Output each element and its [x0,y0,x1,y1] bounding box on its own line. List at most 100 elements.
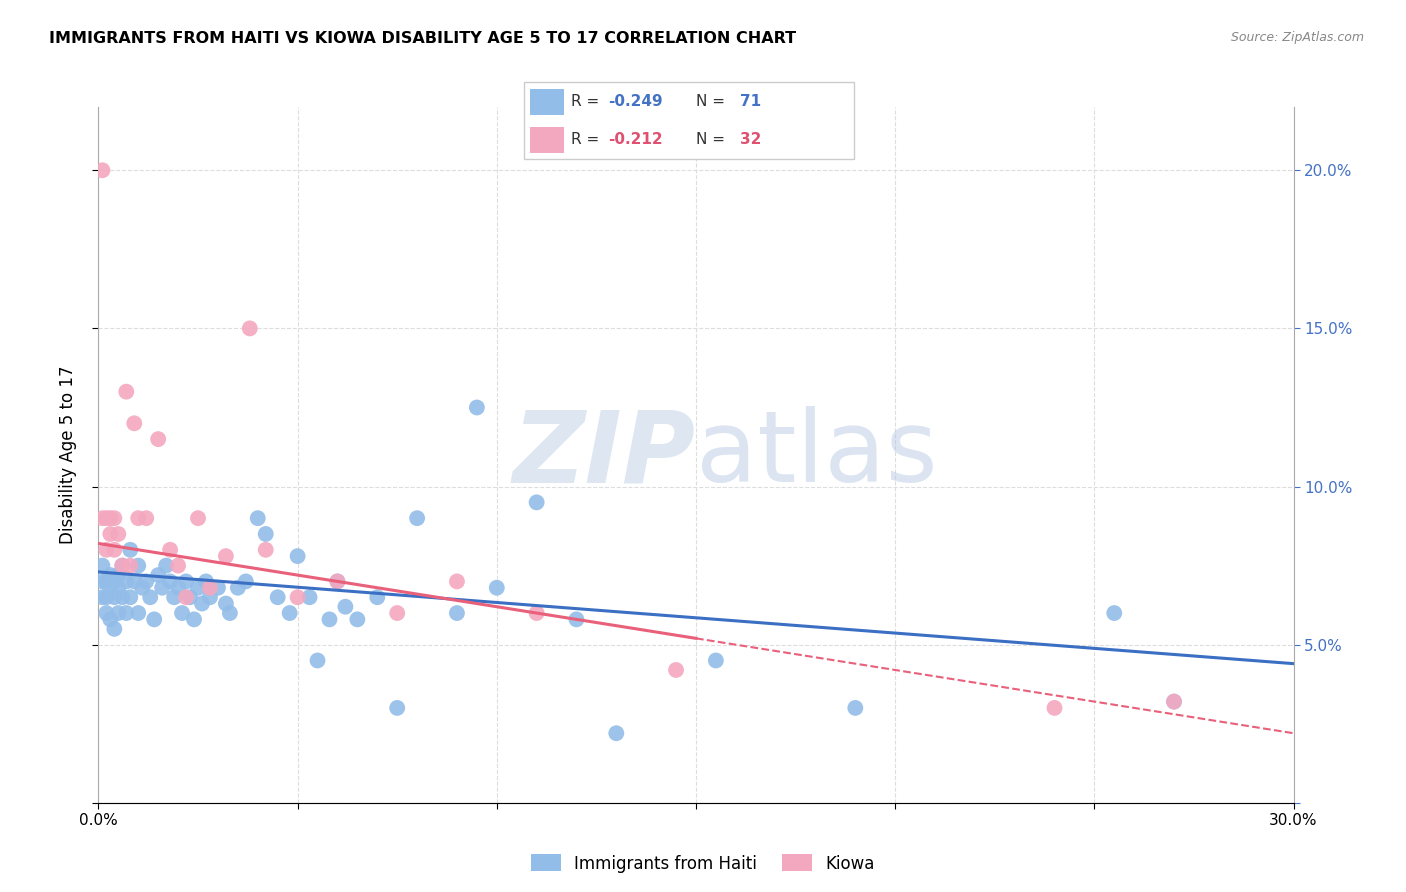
Point [172,606,194,620]
Text: -0.249: -0.249 [607,95,662,110]
Point [150,581,173,595]
Point [446,574,468,589]
Point [91,591,114,605]
Point [124,574,146,589]
Point [605,726,627,740]
Point [120,591,142,605]
Point [665,663,688,677]
Point [135,511,157,525]
Point [163,591,186,605]
Point [96,542,118,557]
Point [103,591,125,605]
Point [111,558,134,573]
Point [226,581,249,595]
Point [98,612,122,626]
Point [187,581,209,595]
Point [120,558,142,573]
Point [91,558,114,573]
Point [307,653,329,667]
Point [127,606,149,620]
Point [385,701,409,715]
FancyBboxPatch shape [523,82,855,159]
Point [198,591,221,605]
Point [1163,695,1185,709]
Point [91,511,114,525]
Point [254,542,277,557]
Point [91,574,114,589]
Point [135,574,157,589]
Point [195,574,218,589]
Point [179,591,201,605]
Point [107,527,129,541]
Point [844,701,866,715]
Point [239,321,262,335]
Text: R =: R = [571,132,605,147]
Bar [530,127,564,153]
Point [298,591,321,605]
Text: atlas: atlas [696,407,938,503]
Point [278,606,301,620]
Point [219,606,242,620]
Point [143,612,166,626]
Point [127,558,149,573]
Point [98,568,122,582]
Point [98,511,122,525]
Point [187,511,209,525]
Point [98,527,122,541]
Point [111,591,134,605]
Point [326,574,349,589]
Point [254,527,277,541]
Point [174,574,197,589]
Point [103,574,125,589]
Point [318,612,340,626]
Point [167,558,190,573]
Point [155,558,177,573]
Point [107,581,129,595]
Point [346,612,368,626]
Point [148,568,170,582]
Point [111,558,134,573]
Point [704,653,727,667]
Point [198,581,221,595]
Point [246,511,269,525]
Point [148,432,170,446]
Point [96,511,118,525]
Point [96,574,118,589]
Point [131,581,153,595]
Point [96,591,118,605]
Text: Source: ZipAtlas.com: Source: ZipAtlas.com [1230,31,1364,45]
Point [139,591,162,605]
Point [1163,695,1185,709]
Point [485,581,508,595]
Point [1043,701,1066,715]
Point [127,511,149,525]
Point [1104,606,1126,620]
Point [267,591,290,605]
Point [115,606,138,620]
Text: R =: R = [571,95,605,110]
Text: ZIP: ZIP [513,407,696,503]
Point [406,511,429,525]
Point [174,591,197,605]
Point [167,581,190,595]
Point [191,597,214,611]
Point [96,606,118,620]
Legend: Immigrants from Haiti, Kiowa: Immigrants from Haiti, Kiowa [524,847,882,880]
Point [235,574,257,589]
Point [526,495,548,509]
Point [91,163,114,178]
Text: N =: N = [696,95,730,110]
Point [215,549,238,563]
Point [287,549,309,563]
Text: 32: 32 [740,132,761,147]
Point [159,574,181,589]
Point [326,574,349,589]
Y-axis label: Disability Age 5 to 17: Disability Age 5 to 17 [59,366,77,544]
Point [335,599,357,614]
Bar [530,89,564,115]
Text: 71: 71 [740,95,761,110]
Point [103,622,125,636]
Point [107,606,129,620]
Point [287,591,309,605]
Point [98,581,122,595]
